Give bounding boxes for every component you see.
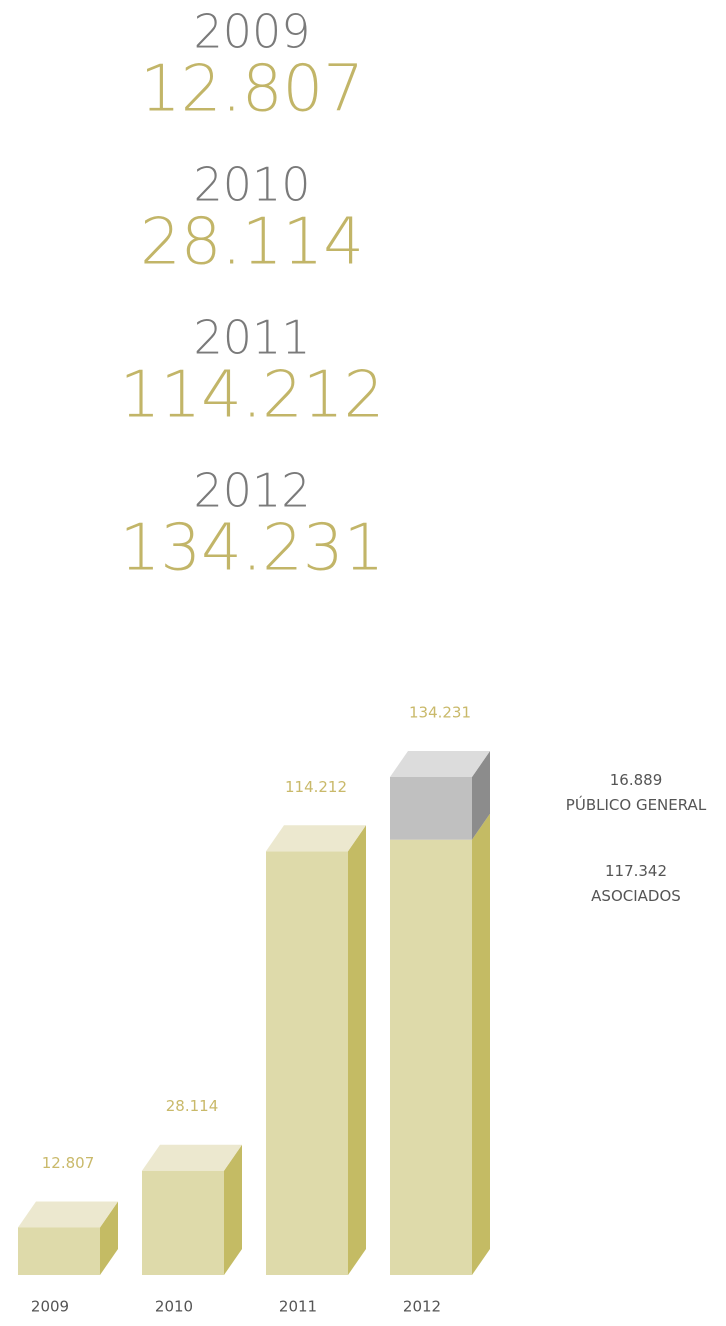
summary-value: 134.231 — [120, 512, 385, 586]
summary-year: 2010 — [193, 158, 310, 212]
summary-value: 12.807 — [140, 53, 364, 127]
summary-value: 28.114 — [140, 206, 364, 280]
legend-label: ASOCIADOS — [591, 887, 681, 905]
x-tick-label: 2009 — [31, 1298, 69, 1316]
segment-value-label: 117.342 — [605, 862, 667, 880]
bar-top — [18, 1201, 118, 1228]
x-tick-label: 2010 — [155, 1298, 193, 1316]
bar-side — [224, 1144, 242, 1275]
bar-front — [266, 851, 348, 1275]
bar-top — [266, 825, 366, 852]
bar-side — [472, 751, 490, 840]
bar-front — [390, 777, 472, 840]
bar-front — [142, 1170, 224, 1275]
summary-year: 2011 — [193, 311, 310, 365]
bar-front — [390, 839, 472, 1275]
x-tick-label: 2012 — [403, 1298, 441, 1316]
bar-side — [472, 813, 490, 1275]
legend-label: PÚBLICO GENERAL — [566, 795, 707, 814]
bar-side — [100, 1201, 118, 1275]
bar-front — [18, 1227, 100, 1275]
bar-top — [142, 1144, 242, 1171]
summary-year: 2009 — [193, 5, 310, 59]
summary-value: 114.212 — [120, 359, 385, 433]
bar-side — [348, 825, 366, 1275]
value-label: 12.807 — [42, 1154, 95, 1172]
value-label: 134.231 — [409, 704, 471, 722]
x-tick-label: 2011 — [279, 1298, 317, 1316]
value-label: 28.114 — [166, 1097, 219, 1115]
summary-year: 2012 — [193, 464, 310, 518]
value-label: 114.212 — [285, 778, 347, 796]
segment-value-label: 16.889 — [610, 771, 663, 789]
bar-top — [390, 751, 490, 777]
